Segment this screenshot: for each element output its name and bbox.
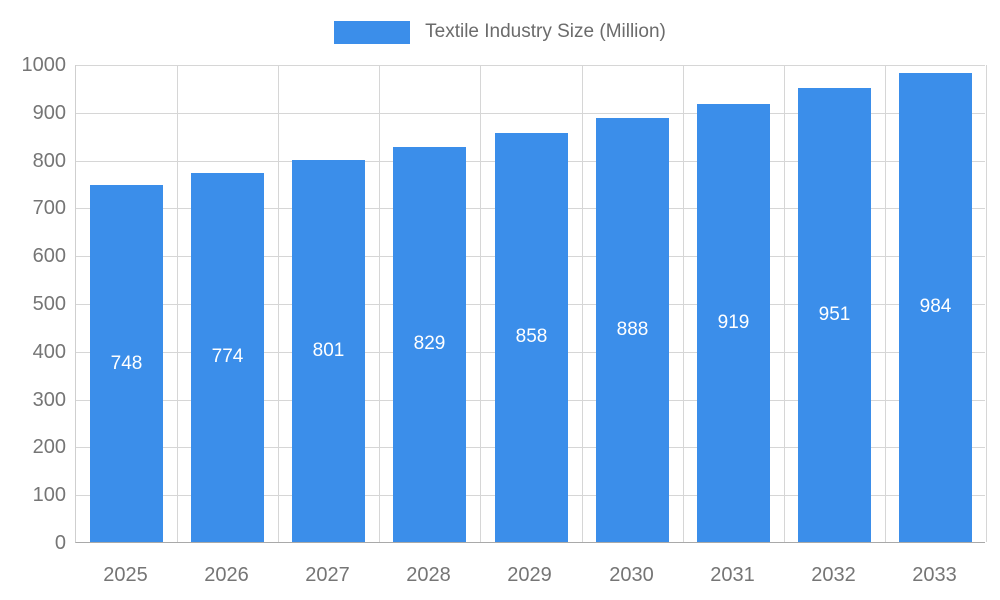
gridline-horizontal <box>76 65 985 66</box>
gridline-vertical <box>379 65 380 542</box>
x-axis-tick-label: 2027 <box>305 564 350 586</box>
y-axis-tick-label: 0 <box>54 532 66 554</box>
x-axis-tick-label: 2026 <box>204 564 249 586</box>
gridline-vertical <box>683 65 684 542</box>
y-axis-tick-label: 100 <box>32 484 66 506</box>
bar-value-label: 801 <box>312 339 345 361</box>
y-axis-tick-label: 900 <box>32 102 66 124</box>
gridline-vertical <box>986 65 987 542</box>
plot-area: 748 774 801 829 858 888 919 951 984 <box>75 65 987 543</box>
bar-2032[interactable]: 951 <box>798 88 871 542</box>
y-axis-tick-label: 600 <box>32 245 66 267</box>
bar-2028[interactable]: 829 <box>393 146 466 542</box>
bar-2026[interactable]: 774 <box>191 172 264 542</box>
bar-2033[interactable]: 984 <box>899 72 972 542</box>
legend-label: Textile Industry Size (Million) <box>425 21 666 42</box>
bar-2031[interactable]: 919 <box>697 103 770 542</box>
y-axis-tick-label: 300 <box>32 389 66 411</box>
gridline-horizontal <box>76 113 985 114</box>
gridline-vertical <box>480 65 481 542</box>
y-axis-tick-label: 200 <box>32 436 66 458</box>
y-axis-tick-label: 1000 <box>21 54 67 76</box>
y-axis-tick-label: 700 <box>32 197 66 219</box>
bar-2030[interactable]: 888 <box>596 118 669 542</box>
x-axis-tick-label: 2030 <box>609 564 654 586</box>
x-axis-tick-label: 2029 <box>507 564 552 586</box>
bar-value-label: 858 <box>515 326 548 348</box>
x-axis-tick-label: 2033 <box>912 564 957 586</box>
bar-value-label: 774 <box>211 346 244 368</box>
bar-value-label: 829 <box>413 333 446 355</box>
y-axis-tick-label: 500 <box>32 293 66 315</box>
gridline-vertical <box>278 65 279 542</box>
bar-2029[interactable]: 858 <box>495 132 568 542</box>
bar-value-label: 984 <box>919 296 952 318</box>
bar-2027[interactable]: 801 <box>292 159 365 542</box>
bar-2025[interactable]: 748 <box>90 185 163 542</box>
x-axis-tick-label: 2028 <box>406 564 451 586</box>
bar-value-label: 748 <box>110 352 143 374</box>
gridline-vertical <box>784 65 785 542</box>
x-axis-tick-label: 2032 <box>811 564 856 586</box>
y-axis-tick-label: 800 <box>32 150 66 172</box>
gridline-vertical <box>582 65 583 542</box>
bar-value-label: 951 <box>818 304 851 326</box>
y-axis-tick-label: 400 <box>32 341 66 363</box>
gridline-vertical <box>885 65 886 542</box>
x-axis-tick-label: 2031 <box>710 564 755 586</box>
chart-legend[interactable]: Textile Industry Size (Million) <box>0 19 1000 45</box>
bar-value-label: 919 <box>717 311 750 333</box>
x-axis-tick-label: 2025 <box>103 564 148 586</box>
gridline-vertical <box>177 65 178 542</box>
legend-swatch <box>334 20 411 44</box>
bar-value-label: 888 <box>616 319 649 341</box>
